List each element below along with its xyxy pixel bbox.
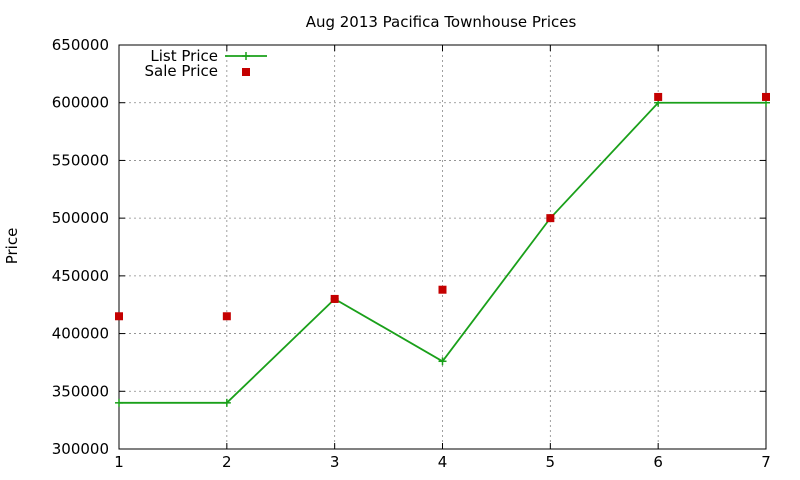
- legend: List Price Sale Price: [145, 47, 267, 80]
- list-price-point: [222, 398, 231, 407]
- sale-price-point: [438, 285, 447, 294]
- y-axis-label: Price: [3, 228, 21, 265]
- y-tick-label: 650000: [52, 36, 109, 54]
- sale-price-point: [115, 312, 123, 321]
- y-tick-label: 500000: [52, 209, 109, 227]
- list-price-point: [438, 357, 447, 366]
- sale-price-point: [654, 92, 663, 101]
- chart-title: Aug 2013 Pacifica Townhouse Prices: [306, 13, 577, 31]
- y-tick-label: 450000: [52, 267, 109, 285]
- tick-labels: 1 2 3 4 5 6 7 300000 350000 400000 450000 500000 550…: [52, 36, 771, 471]
- sale-price-series: [115, 92, 770, 321]
- y-tick-label: 600000: [52, 94, 109, 112]
- x-tick-label: 7: [761, 453, 771, 471]
- legend-label-list-price: List Price: [150, 47, 218, 65]
- legend-square-sale-price: [242, 68, 250, 76]
- x-tick-label: 4: [438, 453, 448, 471]
- sale-price-point: [330, 294, 339, 303]
- x-tick-label: 1: [114, 453, 124, 471]
- y-tick-label: 550000: [52, 151, 109, 169]
- x-tick-label: 3: [330, 453, 340, 471]
- sale-price-point: [222, 312, 231, 321]
- list-price-series: [115, 98, 770, 407]
- y-tick-label: 400000: [52, 325, 109, 343]
- y-tick-label: 300000: [52, 440, 109, 458]
- grid-lines: [119, 45, 766, 449]
- y-tick-label: 350000: [52, 382, 109, 400]
- list-price-point: [115, 398, 123, 407]
- x-tick-label: 5: [546, 453, 556, 471]
- legend-label-sale-price: Sale Price: [145, 62, 218, 80]
- sale-price-point: [762, 92, 770, 101]
- x-tick-label: 2: [222, 453, 232, 471]
- sale-price-point: [546, 214, 555, 223]
- x-tick-label: 6: [653, 453, 663, 471]
- axes: [118, 44, 767, 450]
